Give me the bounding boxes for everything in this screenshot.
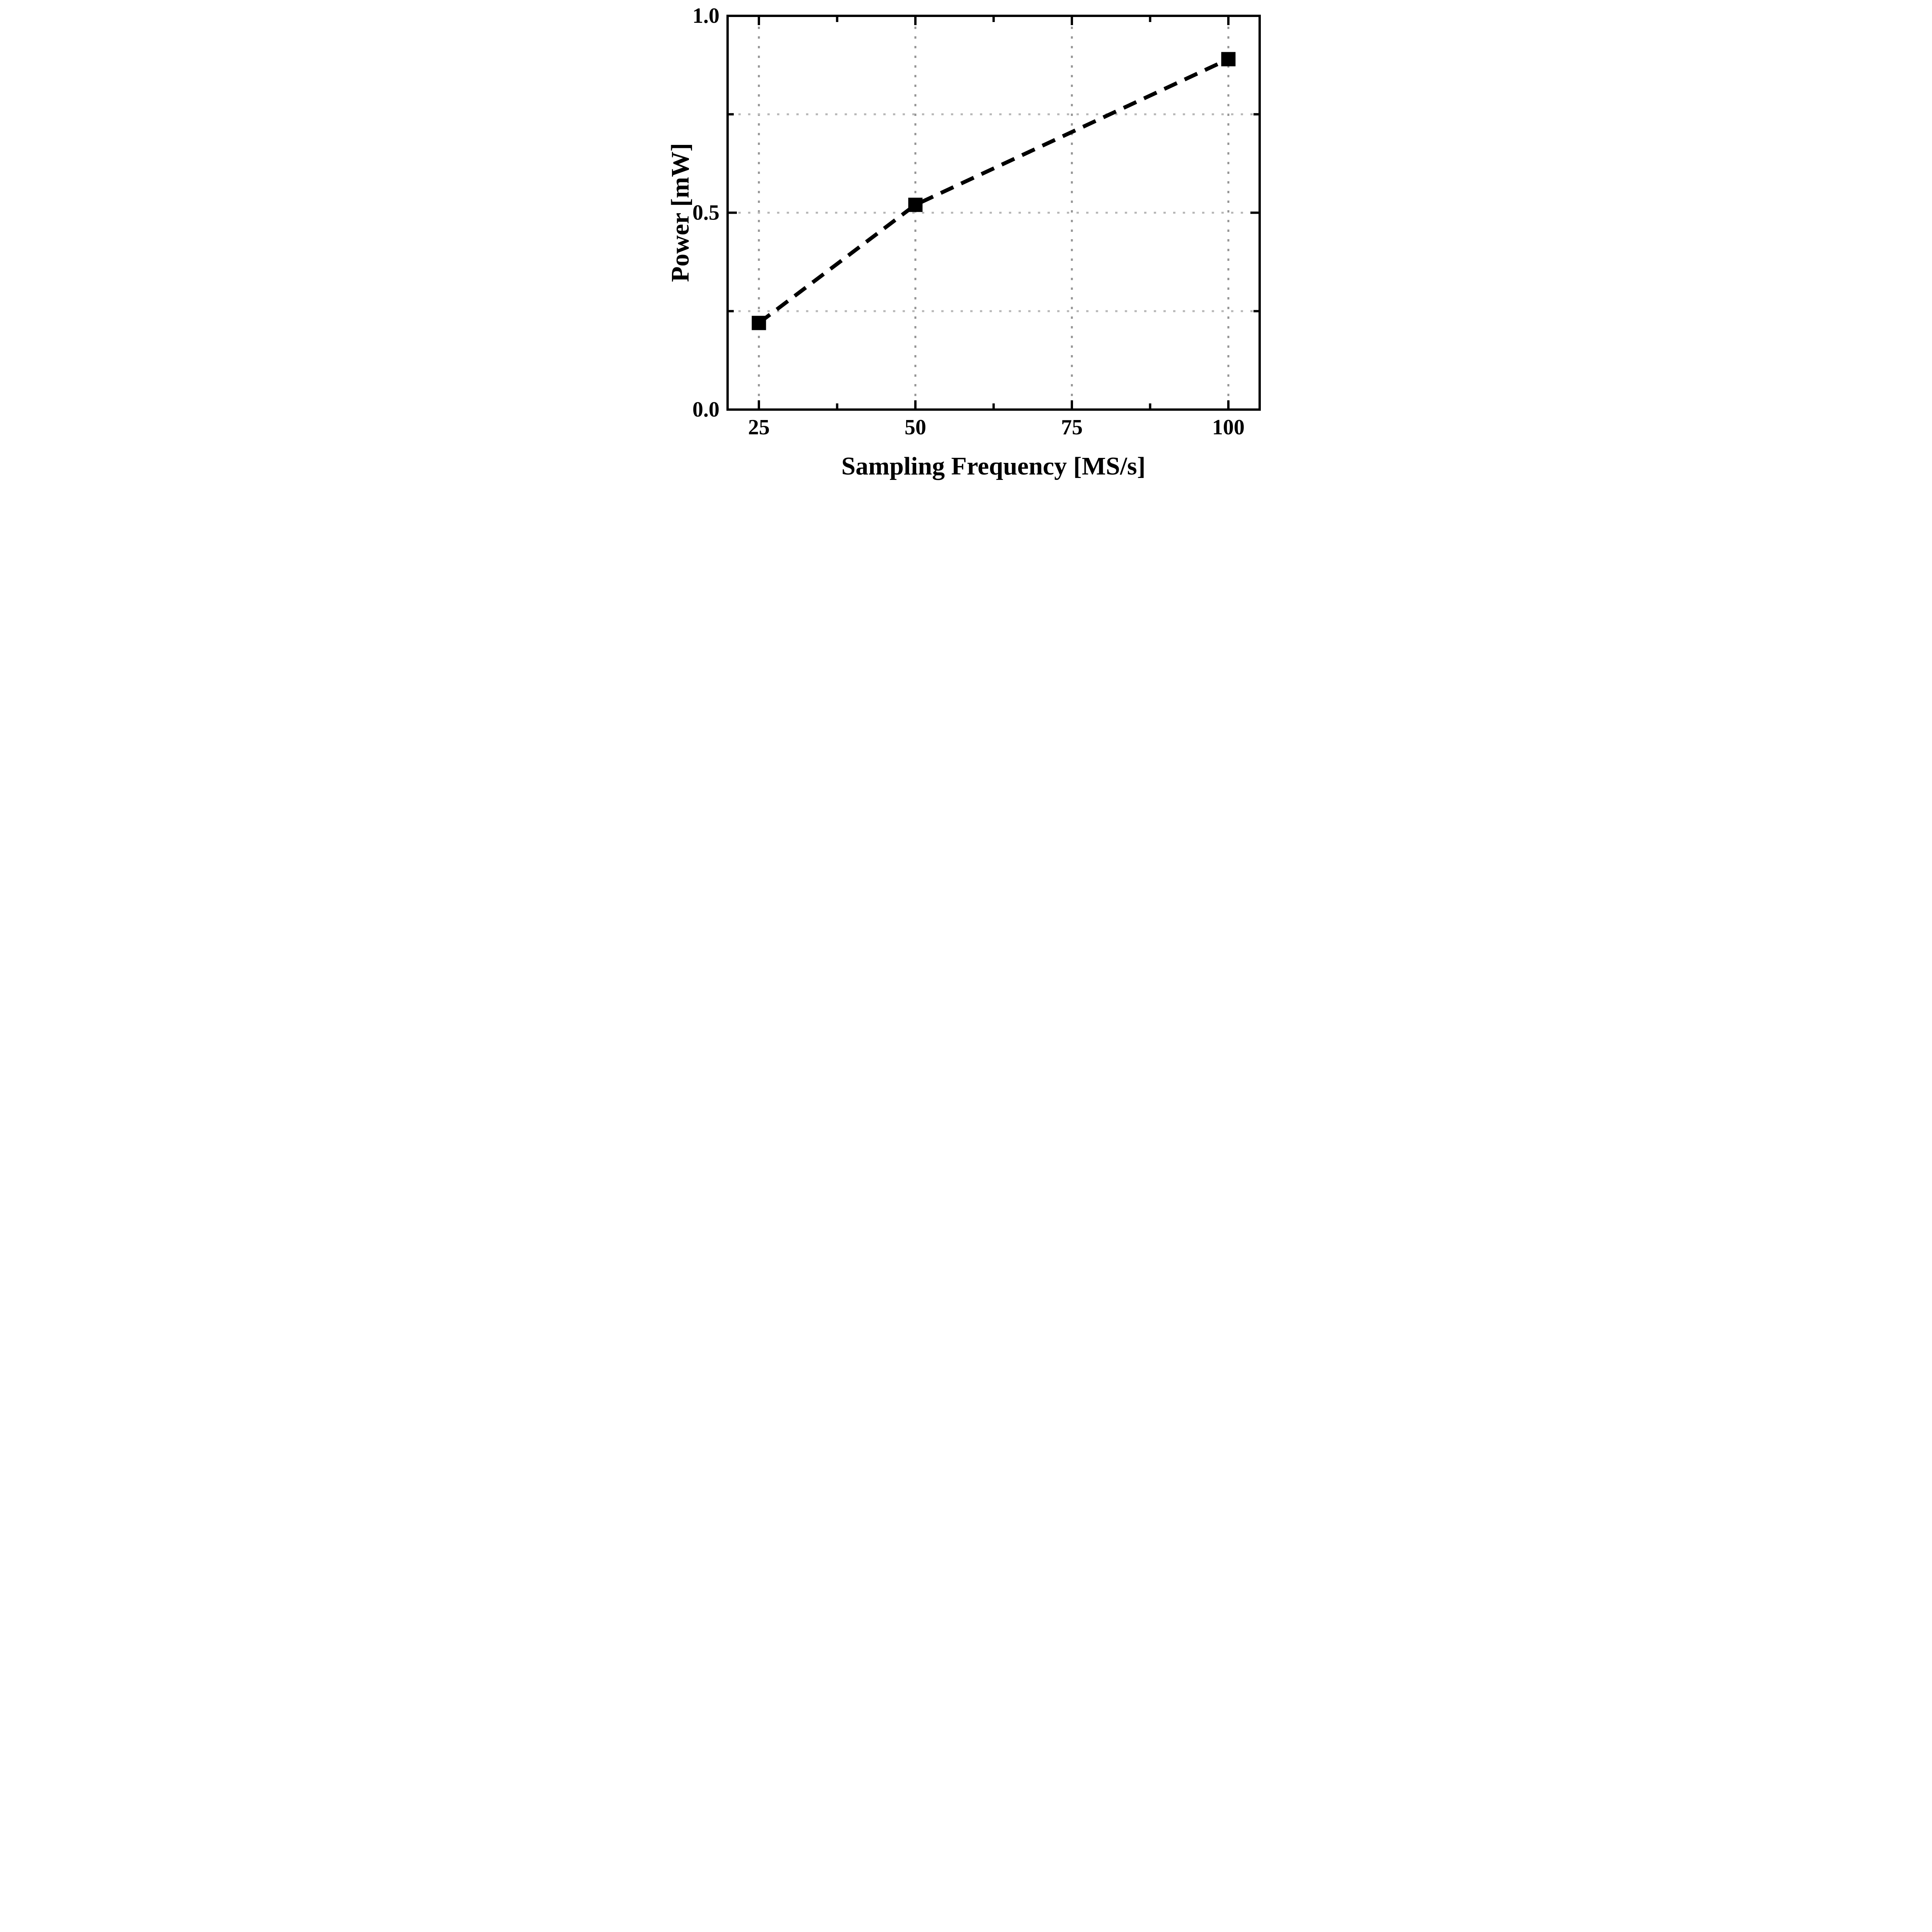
data-series-layer (752, 52, 1236, 330)
data-line (757, 57, 1230, 325)
power-vs-sampling-frequency-figure: 25 50 75 100 0.0 0.5 1.0 Sampling Frequency [M… (657, 0, 1275, 482)
y-tick-label: 0.5 (692, 201, 719, 225)
tick-layer (729, 15, 1259, 411)
x-tick-label: 50 (905, 415, 926, 439)
x-axis-title: Sampling Frequency [MS/s] (841, 452, 1145, 480)
y-axis-title: Power [mW] (666, 143, 694, 282)
plot-frame-layer (726, 15, 1261, 411)
x-tick-label: 75 (1061, 415, 1083, 439)
y-tick-label: 0.0 (692, 398, 719, 422)
chart-canvas: 25 50 75 100 0.0 0.5 1.0 Sampling Frequency [M… (657, 0, 1275, 482)
data-point-marker (908, 197, 923, 212)
tick-label-layer: 25 50 75 100 0.0 0.5 1.0 (692, 4, 1245, 439)
data-point-marker (1221, 52, 1236, 66)
x-tick-label: 100 (1212, 415, 1245, 439)
grid-layer (729, 17, 1259, 408)
plot-frame (726, 15, 1261, 411)
x-tick-label: 25 (748, 415, 770, 439)
y-tick-label: 1.0 (692, 4, 719, 28)
data-point-marker (752, 316, 766, 330)
